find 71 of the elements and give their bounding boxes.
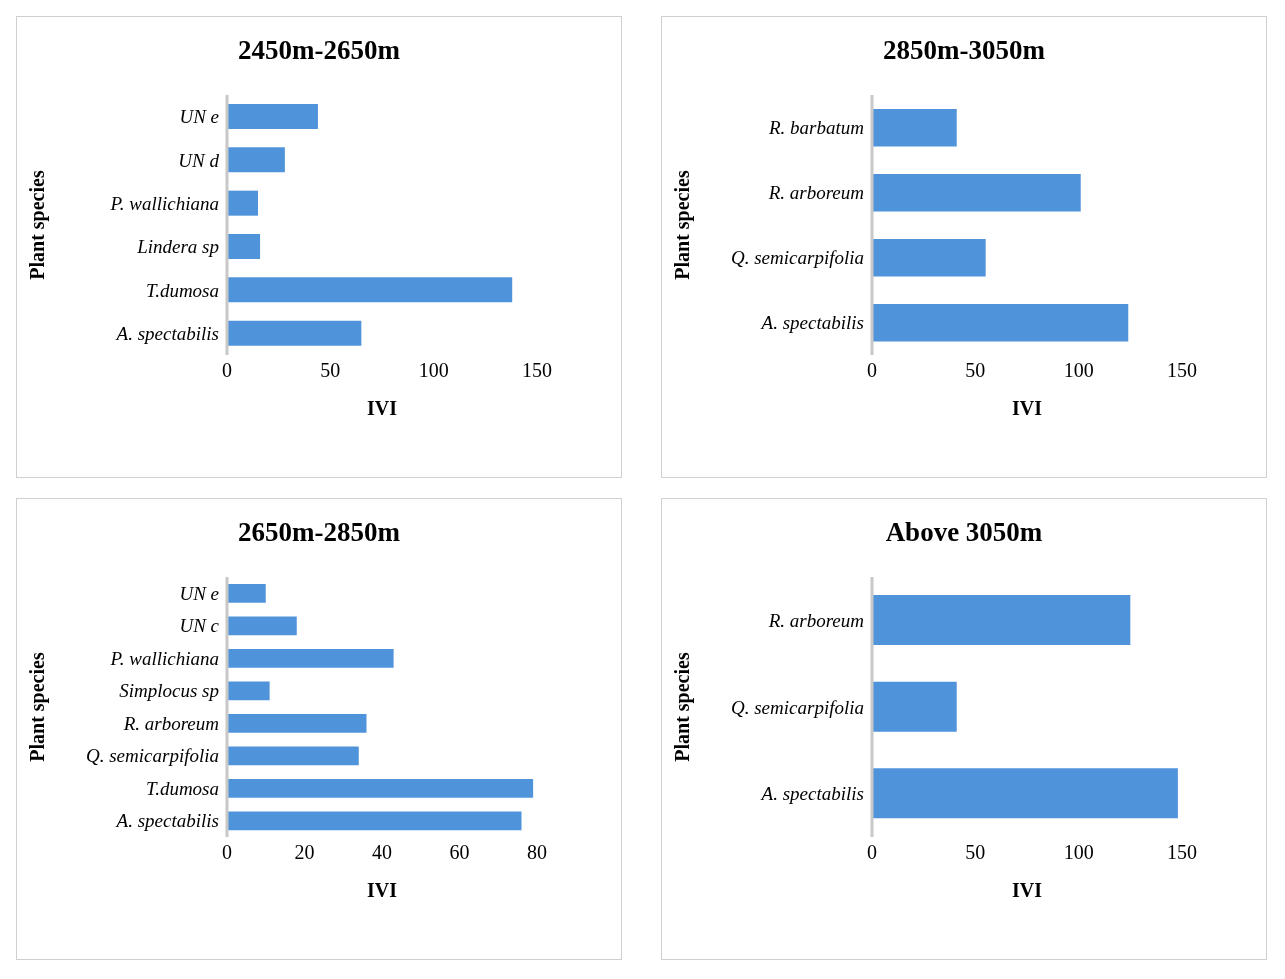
bar bbox=[227, 234, 261, 259]
y-tick-label: R. barbatum bbox=[768, 117, 864, 139]
bar bbox=[872, 174, 1081, 212]
bar bbox=[227, 190, 258, 216]
x-tick-label: 0 bbox=[222, 359, 232, 382]
bar bbox=[227, 681, 270, 701]
y-tick-label: UN d bbox=[178, 149, 220, 171]
y-tick-label: A. spectabilis bbox=[114, 810, 219, 832]
y-tick-label: T.dumosa bbox=[145, 777, 219, 799]
x-tick-label: 0 bbox=[867, 841, 877, 864]
bar bbox=[872, 595, 1131, 645]
y-tick-label: UN c bbox=[179, 615, 220, 637]
bar bbox=[227, 320, 362, 346]
bar bbox=[227, 147, 285, 173]
y-tick-label: R. arboreum bbox=[122, 712, 219, 734]
y-tick-label: P. wallichiana bbox=[109, 647, 219, 669]
y-tick-label: A. spectabilis bbox=[759, 783, 864, 805]
y-tick-label: A. spectabilis bbox=[759, 312, 864, 334]
x-tick-label: 150 bbox=[522, 359, 552, 382]
bar bbox=[872, 239, 986, 277]
bar bbox=[227, 616, 297, 636]
y-tick-label: Simplocus sp bbox=[119, 680, 219, 702]
y-tick-label: Q. semicarpifolia bbox=[86, 745, 219, 767]
bar bbox=[872, 681, 957, 732]
chart-title: 2850m-3050m bbox=[882, 34, 1046, 67]
y-tick-label: R. arboreum bbox=[767, 182, 864, 204]
bar bbox=[227, 714, 367, 733]
y-axis-title: Plant species bbox=[26, 652, 50, 762]
x-tick-label: 60 bbox=[449, 841, 470, 864]
x-tick-label: 100 bbox=[418, 359, 449, 382]
bar bbox=[227, 649, 394, 668]
chart-title: Above 3050m bbox=[884, 516, 1044, 549]
bar bbox=[227, 277, 513, 303]
bar bbox=[227, 584, 266, 603]
x-tick-label: 150 bbox=[1167, 359, 1197, 382]
x-tick-label: 150 bbox=[1167, 841, 1197, 864]
y-tick-label: UN e bbox=[179, 106, 219, 128]
y-tick-label: Q. semicarpifolia bbox=[731, 696, 864, 718]
bar bbox=[227, 104, 318, 129]
x-tick-label: 100 bbox=[1063, 359, 1094, 382]
y-axis-title: Plant species bbox=[26, 170, 50, 280]
y-axis-title: Plant species bbox=[671, 170, 695, 280]
y-tick-label: Lindera sp bbox=[136, 236, 219, 258]
y-axis-title: Plant species bbox=[671, 652, 695, 762]
bar bbox=[227, 779, 534, 798]
x-tick-label: 50 bbox=[320, 359, 341, 382]
x-tick-label: 0 bbox=[222, 841, 232, 864]
x-axis-title: IVI bbox=[1011, 397, 1043, 419]
y-tick-label: T.dumosa bbox=[145, 279, 219, 301]
y-tick-label: Q. semicarpifolia bbox=[731, 247, 864, 269]
x-tick-label: 50 bbox=[965, 359, 986, 382]
chart-title: 2450m-2650m bbox=[237, 34, 401, 67]
bar bbox=[227, 811, 522, 831]
bar bbox=[872, 109, 957, 147]
x-tick-label: 100 bbox=[1063, 841, 1094, 864]
y-tick-label: UN e bbox=[179, 582, 219, 604]
y-tick-label: A. spectabilis bbox=[114, 323, 219, 345]
x-tick-label: 80 bbox=[527, 841, 547, 864]
chart-title: 2650m-2850m bbox=[237, 516, 401, 549]
bar bbox=[227, 746, 359, 766]
x-tick-label: 50 bbox=[965, 841, 986, 864]
x-tick-label: 20 bbox=[294, 841, 315, 864]
bar bbox=[872, 768, 1178, 819]
x-axis-title: IVI bbox=[1011, 879, 1043, 901]
y-tick-label: R. arboreum bbox=[767, 610, 864, 632]
x-tick-label: 40 bbox=[372, 841, 392, 864]
bar bbox=[872, 304, 1129, 342]
x-axis-title: IVI bbox=[366, 879, 398, 901]
x-axis-title: IVI bbox=[366, 397, 398, 419]
x-tick-label: 0 bbox=[867, 359, 877, 382]
y-tick-label: P. wallichiana bbox=[109, 193, 219, 215]
